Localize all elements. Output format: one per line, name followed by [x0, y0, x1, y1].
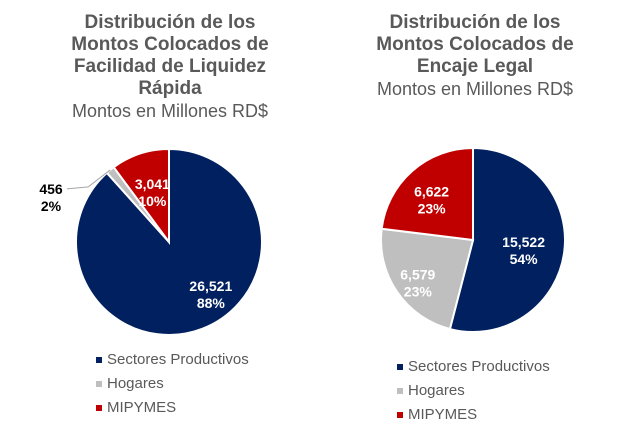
legend-item-sectores: Sectores Productivos — [397, 355, 550, 379]
legend-swatch-mipymes — [397, 412, 403, 418]
pie-2-value-label-hogares: 6,579 — [400, 266, 435, 282]
pie-2-value-label-mipymes: 6,622 — [414, 184, 449, 200]
pie-1-percent-label-hogares: 2% — [41, 198, 62, 214]
legend-item-sectores: Sectores Productivos — [96, 348, 249, 372]
pie-2-value-label-sectores: 15,522 — [502, 234, 545, 250]
legend-label: Hogares — [107, 375, 164, 392]
chart-2-title-line: Distribución de los — [389, 12, 561, 33]
legend-swatch-mipymes — [96, 405, 102, 411]
chart-2-subtitle: Montos en Millones RD$ — [376, 79, 574, 99]
legend-label: Hogares — [408, 382, 465, 399]
pie-1-value-label-mipymes: 3,041 — [135, 176, 170, 192]
pie-2-slice-sectores — [448, 146, 566, 333]
legend-label: MIPYMES — [107, 399, 177, 416]
chart-1-title-line: Distribución de los — [84, 12, 256, 33]
pie-1-value-label-hogares: 456 — [39, 181, 63, 197]
chart-1-title-line: Rápida — [138, 78, 202, 99]
pie-2-slice-hogares — [380, 227, 475, 331]
chart-2-title-line: Encaje Legal — [416, 56, 534, 77]
pie-1-percent-label-sectores: 88% — [197, 295, 226, 311]
legend-swatch-hogares — [397, 388, 403, 394]
chart-2-title-line: Montos Colocados de — [376, 34, 574, 55]
legend-label: Sectores Productivos — [107, 351, 249, 368]
pie-2-percent-label-hogares: 23% — [404, 283, 433, 299]
chart-1-title: Distribución de los Montos Colocados de … — [40, 12, 300, 100]
legend-item-hogares: Hogares — [96, 372, 249, 396]
chart-2-legend: Sectores Productivos Hogares MIPYMES — [397, 355, 550, 427]
pie-1-slice-mipymes — [112, 147, 170, 246]
pie-2-slice-mipymes — [380, 146, 474, 242]
chart-1-legend: Sectores Productivos Hogares MIPYMES — [96, 348, 249, 420]
pie-1-leader-line-hogares — [66, 169, 111, 190]
chart-1-title-line: Facilidad de Liquidez — [73, 56, 267, 77]
legend-swatch-sectores — [397, 364, 403, 370]
pie-2-percent-label-mipymes: 23% — [418, 201, 447, 217]
legend-item-hogares: Hogares — [397, 379, 550, 403]
legend-swatch-sectores — [96, 357, 102, 363]
chart-1-subtitle: Montos en Millones RD$ — [71, 101, 269, 121]
legend-item-mipymes: MIPYMES — [397, 403, 550, 427]
legend-item-mipymes: MIPYMES — [96, 396, 249, 420]
chart-1-title-line: Montos Colocados de — [71, 34, 269, 55]
legend-label: MIPYMES — [408, 406, 478, 423]
legend-swatch-hogares — [96, 381, 102, 387]
pie-1-percent-label-mipymes: 10% — [138, 193, 167, 209]
pie-1-value-label-sectores: 26,521 — [189, 278, 232, 294]
pie-2-percent-label-sectores: 54% — [510, 251, 539, 267]
chart-2-title: Distribución de los Montos Colocados de … — [345, 12, 605, 78]
legend-label: Sectores Productivos — [408, 358, 550, 375]
